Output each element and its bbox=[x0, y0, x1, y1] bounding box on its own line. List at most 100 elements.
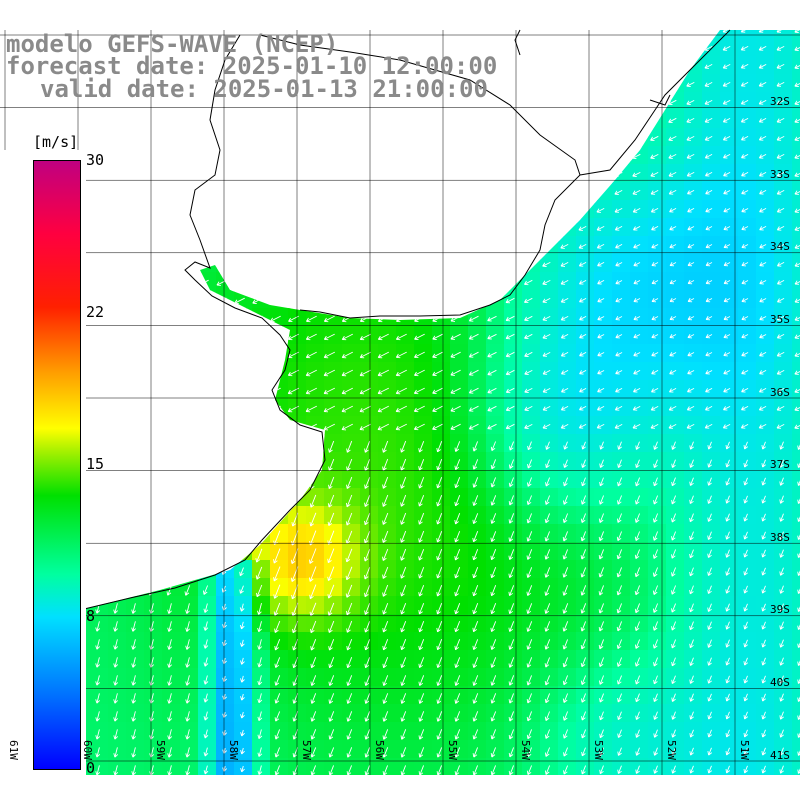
wind-arrow bbox=[184, 567, 191, 578]
wind-arrow bbox=[220, 477, 227, 489]
wind-arrow bbox=[95, 711, 101, 722]
wind-arrow bbox=[1, 135, 11, 142]
wind-speed-cell bbox=[504, 128, 523, 147]
wind-speed-cell bbox=[126, 182, 145, 201]
wind-speed-cell bbox=[558, 218, 577, 237]
wind-arrow bbox=[668, 405, 677, 411]
wind-speed-cell bbox=[162, 488, 181, 507]
wind-arrow bbox=[240, 711, 245, 719]
wind-speed-cell bbox=[360, 146, 379, 165]
wind-arrow bbox=[487, 405, 497, 412]
wind-arrow bbox=[149, 765, 155, 775]
wind-arrow bbox=[615, 243, 623, 249]
wind-speed-cell bbox=[378, 272, 397, 291]
wind-speed-cell bbox=[0, 128, 19, 147]
wind-speed-cell bbox=[360, 218, 379, 237]
wind-arrow bbox=[524, 369, 533, 375]
wind-speed-cell bbox=[234, 380, 253, 399]
wind-arrow bbox=[323, 369, 336, 377]
wind-arrow bbox=[185, 729, 191, 740]
wind-speed-cell bbox=[306, 218, 325, 237]
wind-arrow bbox=[671, 711, 676, 720]
wind-arrow bbox=[653, 657, 659, 667]
wind-speed-cell bbox=[216, 344, 235, 363]
wind-arrow bbox=[759, 262, 767, 267]
wind-arrow bbox=[704, 423, 713, 429]
wind-arrow bbox=[741, 243, 749, 249]
wind-arrow bbox=[323, 315, 335, 323]
wind-arrow bbox=[378, 135, 389, 142]
wind-speed-cell bbox=[180, 542, 199, 561]
wind-arrow bbox=[149, 711, 155, 722]
wind-arrow bbox=[505, 261, 515, 268]
wind-arrow bbox=[240, 675, 245, 683]
wind-arrow bbox=[112, 513, 119, 524]
wind-arrow bbox=[559, 153, 569, 160]
wind-arrow bbox=[689, 729, 694, 738]
wind-speed-cell bbox=[414, 236, 433, 255]
wind-arrow bbox=[761, 711, 767, 720]
wind-arrow bbox=[527, 441, 532, 451]
wind-arrow bbox=[364, 657, 371, 669]
wind-arrow bbox=[131, 639, 137, 650]
wind-arrow bbox=[127, 117, 137, 124]
wind-arrow bbox=[400, 494, 407, 507]
wind-speed-cell bbox=[306, 272, 325, 291]
wind-arrow bbox=[523, 171, 533, 178]
wind-arrow bbox=[181, 117, 191, 124]
wind-speed-cell bbox=[414, 164, 433, 183]
wind-arrow bbox=[234, 153, 245, 160]
wind-arrow bbox=[668, 45, 677, 52]
wind-arrow bbox=[634, 639, 641, 649]
wind-arrow bbox=[270, 297, 281, 305]
wind-arrow bbox=[689, 603, 694, 613]
wind-arrow bbox=[559, 45, 569, 52]
wind-speed-cell bbox=[396, 254, 415, 273]
wind-arrow bbox=[306, 189, 317, 196]
wind-arrow bbox=[653, 693, 658, 703]
wind-arrow bbox=[597, 280, 605, 285]
wind-arrow bbox=[759, 207, 767, 213]
wind-arrow bbox=[687, 226, 695, 231]
wind-speed-cell bbox=[162, 560, 181, 579]
wind-arrow bbox=[184, 585, 191, 596]
wind-arrow bbox=[508, 729, 515, 740]
wind-arrow bbox=[306, 261, 317, 268]
wind-speed-cell bbox=[324, 254, 343, 273]
wind-speed-cell bbox=[522, 56, 541, 75]
wind-arrow bbox=[234, 225, 245, 232]
wind-arrow bbox=[635, 477, 641, 487]
wind-arrow bbox=[274, 693, 281, 704]
wind-arrow bbox=[198, 243, 209, 250]
wind-speed-cell bbox=[144, 560, 163, 579]
wind-arrow bbox=[725, 495, 730, 504]
wind-speed-cell bbox=[540, 74, 559, 93]
wind-arrow bbox=[651, 333, 659, 339]
wind-arrow bbox=[743, 639, 748, 648]
wind-arrow bbox=[545, 459, 550, 469]
wind-arrow bbox=[580, 531, 587, 542]
wind-arrow bbox=[743, 765, 749, 774]
wind-arrow bbox=[342, 243, 353, 250]
wind-speed-cell bbox=[450, 110, 469, 129]
wind-arrow bbox=[310, 639, 317, 651]
wind-arrow bbox=[689, 477, 694, 486]
wind-arrow bbox=[651, 261, 659, 267]
wind-arrow bbox=[256, 476, 263, 489]
wind-arrow bbox=[148, 513, 155, 524]
wind-speed-cell bbox=[612, 110, 631, 129]
wind-arrow bbox=[240, 657, 245, 665]
wind-arrow bbox=[166, 495, 173, 506]
wind-arrow bbox=[652, 585, 659, 595]
wind-speed-cell bbox=[54, 776, 73, 795]
wind-arrow bbox=[203, 675, 209, 685]
wind-speed-cell bbox=[324, 110, 343, 129]
wind-arrow bbox=[562, 495, 569, 505]
wind-speed-cell bbox=[504, 236, 523, 255]
wind-speed-cell bbox=[504, 146, 523, 165]
wind-arrow bbox=[382, 657, 389, 669]
wind-arrow bbox=[359, 387, 372, 395]
wind-arrow bbox=[306, 243, 317, 250]
wind-arrow bbox=[743, 585, 748, 594]
wind-arrow bbox=[669, 333, 677, 339]
